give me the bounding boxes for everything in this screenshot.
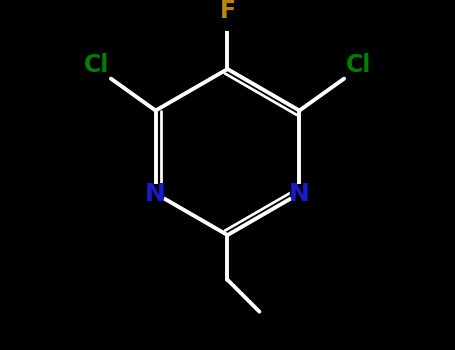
Circle shape: [147, 184, 165, 203]
Text: Cl: Cl: [346, 53, 371, 77]
Text: N: N: [145, 182, 166, 205]
Text: F: F: [219, 0, 236, 23]
Circle shape: [290, 184, 308, 203]
Text: N: N: [289, 182, 310, 205]
Text: Cl: Cl: [84, 53, 109, 77]
